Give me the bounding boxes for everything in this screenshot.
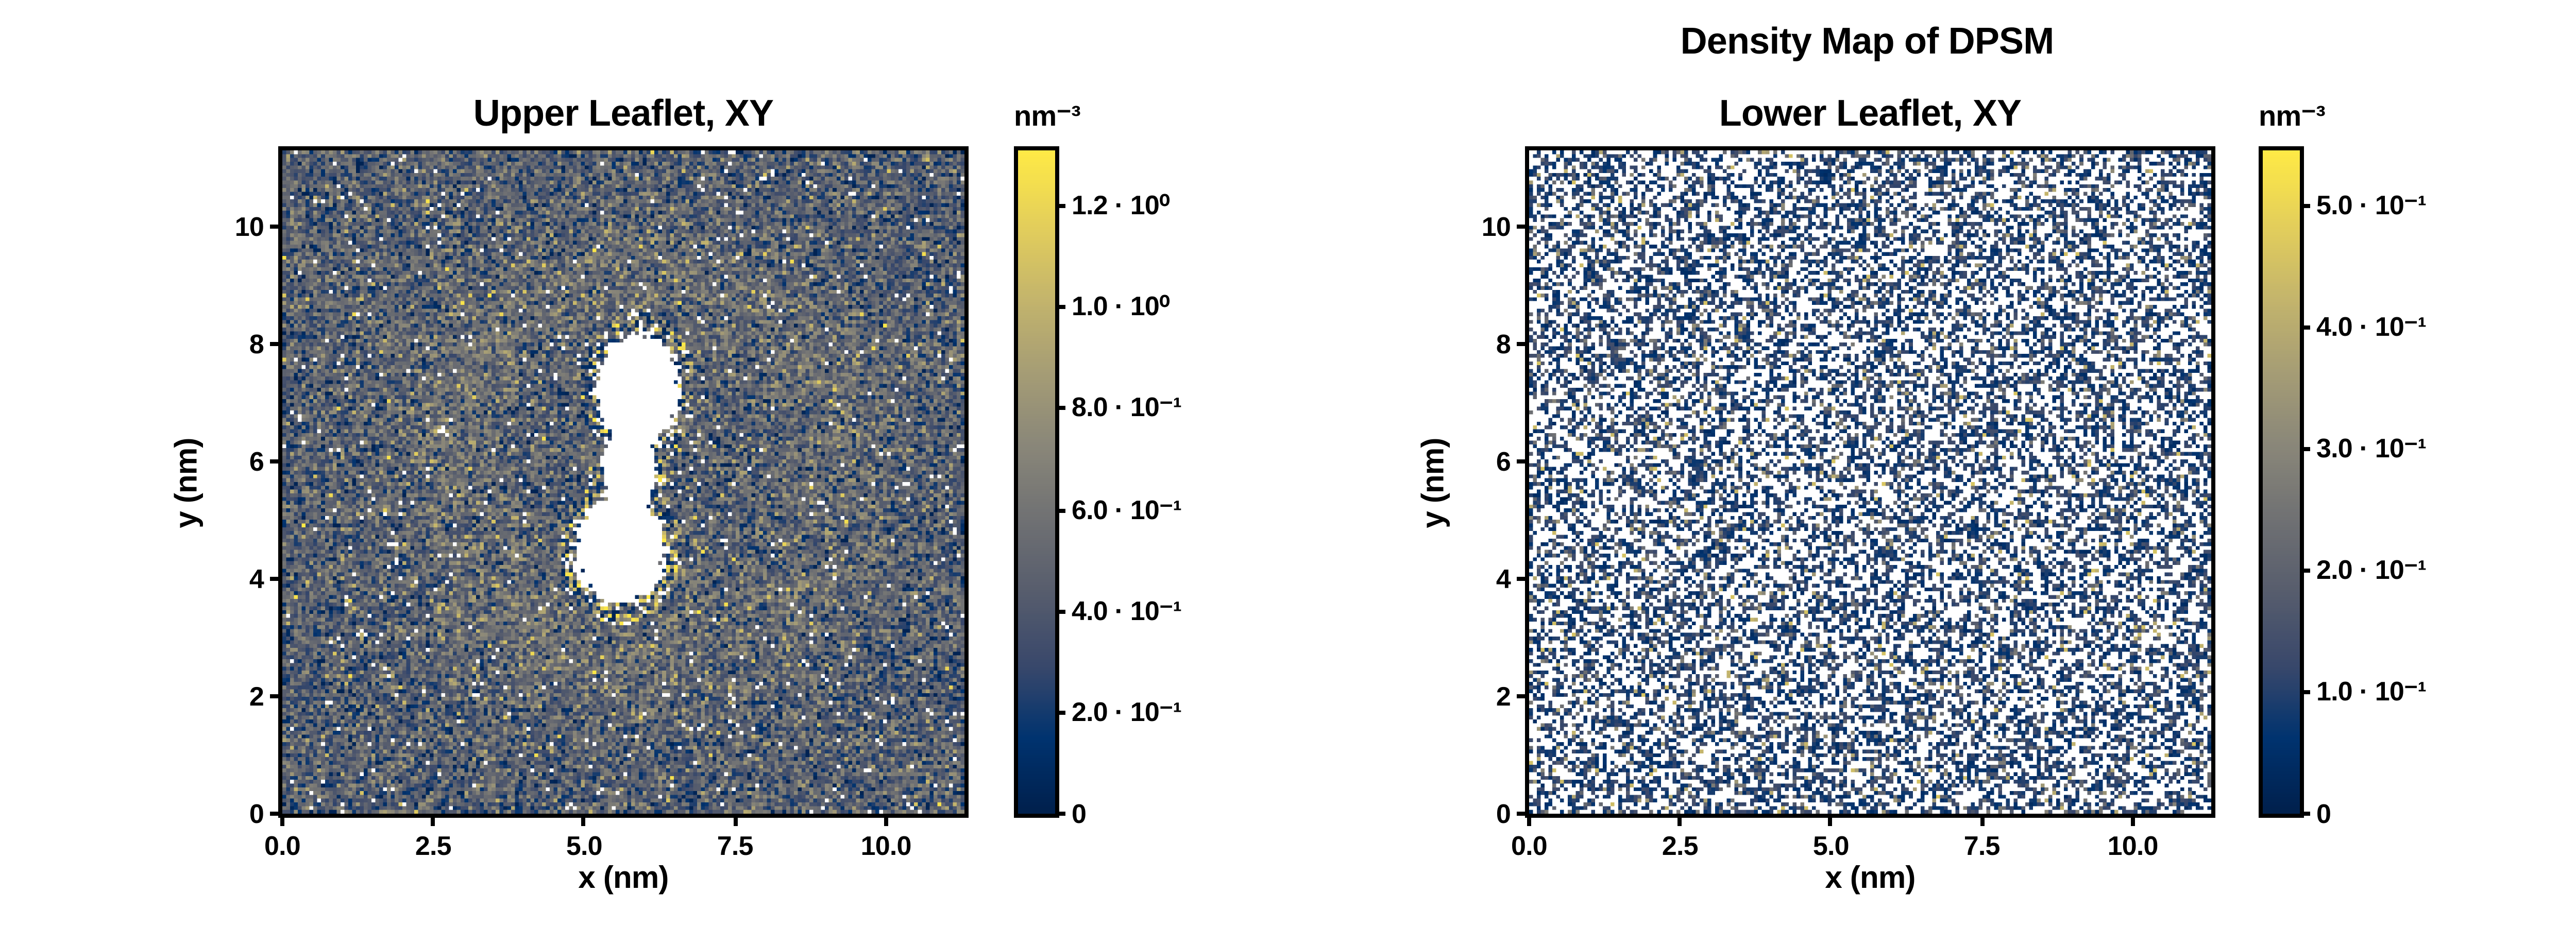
heatmap-lower-leaflet [1529,150,2211,814]
y-tick-label: 0 [249,798,264,829]
x-axis-label: x (nm) [1825,861,1916,896]
y-axis-label-wrap: y (nm) [1417,150,1452,814]
colorbar-tick-label: 5.0 · 10⁻¹ [2316,188,2427,220]
colorbar-tick-mark [1055,406,1065,411]
y-tick-label: 8 [249,329,264,360]
colorbar-tick-label: 1.2 · 10⁰ [1072,190,1170,221]
x-tick-mark [1979,814,1984,826]
colorbar-tick-mark [1055,812,1065,816]
y-tick-label: 10 [234,211,264,243]
y-tick-mark [270,225,282,229]
panel-title-lower-leaflet: Lower Leaflet, XY [1719,93,2022,134]
colorbar-tick-mark [1055,710,1065,715]
x-tick-label: 7.5 [717,830,754,861]
y-tick-label: 2 [249,681,264,712]
heatmap-upper-leaflet [282,150,964,814]
y-tick-label: 6 [249,446,264,477]
colorbar-tick-label: 4.0 · 10⁻¹ [1072,594,1182,626]
x-tick-mark [280,814,284,826]
x-axis-label: x (nm) [578,861,669,896]
x-tick-mark [431,814,435,826]
colorbar-tick-mark [2300,447,2310,451]
y-tick-mark [270,812,282,816]
x-tick-label: 5.0 [566,830,603,861]
colorbar-tick-mark [1055,508,1065,512]
y-tick-label: 8 [1496,329,1511,360]
y-tick-mark [270,694,282,698]
colorbar-unit-label: nm⁻³ [1014,99,1081,132]
x-tick-mark [1677,814,1682,826]
plot-lower-leaflet-xy: Lower Leaflet, XY x (nm) y (nm) 0.0 2.5 5.… [1417,93,2215,896]
y-tick-mark [1517,577,1529,581]
x-tick-mark [1828,814,1833,826]
x-tick-label: 2.5 [415,830,452,861]
y-tick-label: 0 [1496,798,1511,829]
colorbar-tick-mark [2300,812,2310,816]
colorbar-tick-mark [2300,324,2310,329]
y-tick-mark [270,342,282,347]
y-tick-mark [1517,694,1529,698]
figure-title: Density Map of DPSM [1680,21,2055,62]
colorbar-tick-mark [1055,609,1065,613]
x-tick-label: 10.0 [860,830,912,861]
colorbar-lower-leaflet: nm⁻³ 0 1.0 · 10⁻¹ 2.0 · 10⁻¹ 3.0 · 10⁻¹ 4.0 … [2259,99,2427,829]
colorbar-tick-label: 6.0 · 10⁻¹ [1072,493,1182,525]
y-tick-mark [270,459,282,464]
colorbar-unit-label: nm⁻³ [2259,99,2326,132]
x-tick-mark [582,814,586,826]
y-tick-label: 10 [1481,211,1511,243]
colorbar-tick-mark [2300,568,2310,573]
colorbar-tick-mark [2300,203,2310,208]
colorbar-tick-label: 0 [1072,798,1087,829]
colorbar-tick-mark [2300,690,2310,694]
colorbar-tick-label: 0 [2316,798,2331,829]
colorbar-gradient [1018,150,1055,814]
y-tick-mark [1517,459,1529,464]
x-tick-mark [884,814,888,826]
colorbar-tick-mark [1055,305,1065,310]
colorbar-upper-leaflet: nm⁻³ 0 2.0 · 10⁻¹ 4.0 · 10⁻¹ 6.0 · 10⁻¹ 8.0 … [1014,99,1182,829]
x-tick-label: 0.0 [264,830,301,861]
y-tick-mark [1517,812,1529,816]
y-tick-mark [1517,342,1529,347]
y-axis-label-wrap: y (nm) [170,150,205,814]
x-tick-mark [2130,814,2135,826]
x-tick-mark [1527,814,1531,826]
panel-title-upper-leaflet: Upper Leaflet, XY [473,93,774,134]
y-tick-label: 2 [1496,681,1511,712]
colorbar-tick-label: 4.0 · 10⁻¹ [2316,310,2427,341]
y-axis-label: y (nm) [170,437,205,527]
plot-upper-leaflet-xy: Upper Leaflet, XY x (nm) y (nm) 0.0 2.5 5.… [170,93,969,896]
x-tick-label: 0.0 [1511,830,1548,861]
y-tick-label: 4 [249,563,264,595]
colorbar-tick-label: 3.0 · 10⁻¹ [2316,432,2427,463]
y-tick-label: 6 [1496,446,1511,477]
y-axis-label: y (nm) [1417,437,1452,527]
colorbar-tick-label: 1.0 · 10⁻¹ [2316,675,2427,707]
colorbar-tick-label: 2.0 · 10⁻¹ [2316,554,2427,585]
x-tick-label: 2.5 [1662,830,1699,861]
colorbar-tick-label: 1.0 · 10⁰ [1072,290,1170,322]
colorbar-tick-mark [1055,204,1065,209]
y-tick-mark [270,577,282,581]
y-tick-label: 4 [1496,563,1511,595]
colorbar-tick-label: 2.0 · 10⁻¹ [1072,696,1182,727]
x-tick-label: 5.0 [1812,830,1850,861]
colorbar-gradient [2263,150,2300,814]
x-tick-label: 10.0 [2107,830,2159,861]
colorbar-tick-label: 8.0 · 10⁻¹ [1072,392,1182,423]
x-tick-label: 7.5 [1963,830,2001,861]
x-tick-mark [733,814,737,826]
y-tick-mark [1517,225,1529,229]
